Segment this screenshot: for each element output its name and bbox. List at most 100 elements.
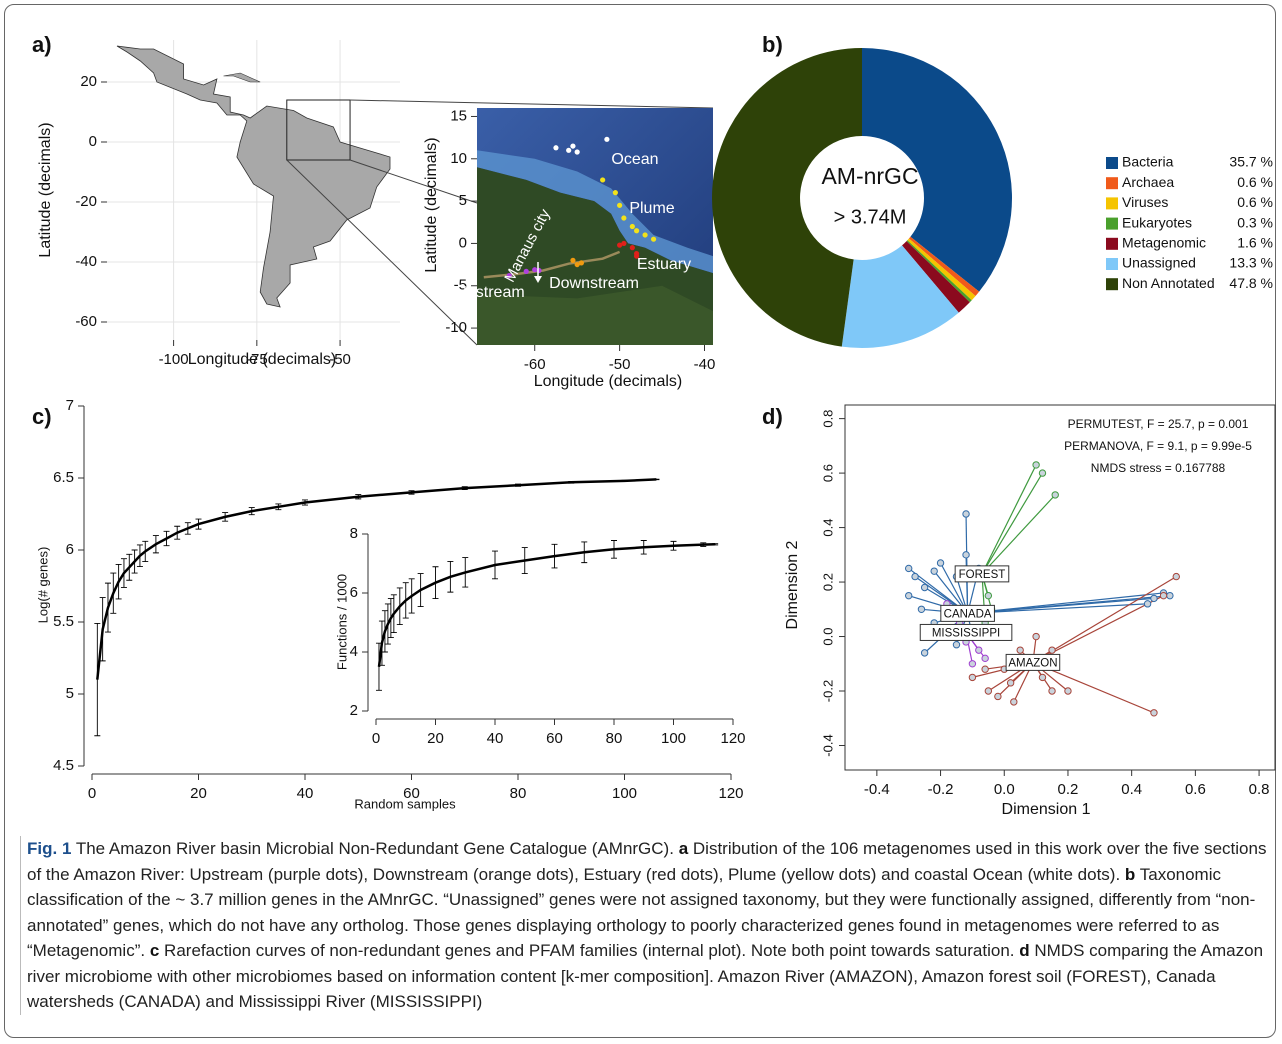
curve (379, 544, 715, 667)
x-tick-label: -0.4 (864, 781, 890, 798)
region-label: Estuary (637, 256, 691, 273)
point (1167, 592, 1173, 598)
x-tick-label: 20 (190, 785, 207, 802)
legend-swatch (1106, 258, 1118, 270)
y-tick-label: 7 (66, 397, 74, 414)
x-tick-label: -40 (694, 356, 716, 373)
caption-letter: d (1019, 941, 1029, 960)
point (1011, 699, 1017, 705)
sample-dot (634, 228, 639, 233)
center-label: AM-nrGC (821, 163, 918, 189)
y-tick-label: 15 (450, 107, 467, 124)
point (963, 511, 969, 517)
sample-dot (600, 177, 605, 182)
y-tick-label: 10 (450, 150, 467, 167)
point (1173, 573, 1179, 579)
y-tick-label: 8 (350, 525, 358, 542)
figure: a)-100-75-50200-20-40-60Longitude (decim… (0, 0, 1282, 830)
legend-label: Viruses (1122, 194, 1168, 210)
y-axis-label: Dimension 2 (784, 540, 801, 629)
value-label: 47.8 % (1229, 275, 1273, 291)
point (1151, 595, 1157, 601)
y-tick-label: 0 (89, 133, 97, 150)
point (985, 592, 991, 598)
point (1007, 680, 1013, 686)
legend-label: Metagenomic (1122, 235, 1206, 251)
value-label: 35.7 % (1229, 154, 1273, 170)
caption-letter: a (679, 839, 688, 858)
y-axis-label: Latitude (decimals) (423, 137, 440, 272)
value-label: 0.6 % (1237, 174, 1273, 190)
y-tick-label: 0.0 (820, 627, 835, 645)
y-tick-label: 0.2 (820, 573, 835, 591)
point (985, 688, 991, 694)
point (982, 655, 988, 661)
group-label: FOREST (959, 569, 1006, 581)
point (995, 693, 1001, 699)
legend-swatch (1106, 238, 1118, 250)
point (937, 560, 943, 566)
sample-dot (621, 215, 626, 220)
y-tick-label: -0.2 (820, 680, 835, 702)
x-tick-label: 40 (297, 785, 314, 802)
sample-dot (642, 232, 647, 237)
value-label: 13.3 % (1229, 255, 1273, 271)
point (931, 568, 937, 574)
legend-label: Archaea (1122, 174, 1174, 190)
y-axis-label: Log(# genes) (35, 547, 50, 624)
x-tick-label: -100 (159, 351, 189, 368)
point (1039, 674, 1045, 680)
y-tick-label: 5 (66, 685, 74, 702)
x-tick-label: 60 (546, 730, 563, 747)
point (921, 650, 927, 656)
sample-dot (570, 143, 575, 148)
x-tick-label: 0.0 (994, 781, 1015, 798)
sample-dot (621, 241, 626, 246)
center-label: > 3.74M (834, 206, 907, 228)
x-tick-label: 80 (606, 730, 623, 747)
point (906, 592, 912, 598)
legend-label: Non Annotated (1122, 275, 1215, 291)
x-tick-label: 120 (718, 785, 743, 802)
land (117, 46, 390, 307)
point (1160, 592, 1166, 598)
x-tick-label: 0 (372, 730, 380, 747)
x-tick-label: 0.8 (1249, 781, 1270, 798)
sample-dot (575, 149, 580, 154)
y-tick-label: 0.8 (820, 410, 835, 428)
sample-dot (579, 260, 584, 265)
annotation: NMDS stress = 0.167788 (1091, 461, 1226, 475)
region-label: Upstream (455, 284, 524, 301)
spoke (982, 495, 1055, 574)
point (1065, 688, 1071, 694)
legend-swatch (1106, 197, 1118, 209)
value-label: 1.6 % (1237, 235, 1273, 251)
sample-dot (630, 224, 635, 229)
x-tick-label: -0.2 (928, 781, 954, 798)
y-tick-label: -60 (75, 313, 97, 330)
y-tick-label: 0 (459, 234, 467, 251)
caption-letter: b (1125, 865, 1135, 884)
point (1151, 710, 1157, 716)
figure-label: Fig. 1 (27, 839, 71, 858)
point (1049, 647, 1055, 653)
legend-swatch (1106, 177, 1118, 189)
y-axis-label: Functions / 1000 (334, 574, 349, 670)
sample-dot (566, 148, 571, 153)
sample-dot (604, 137, 609, 142)
x-axis-label: Dimension 1 (1002, 801, 1091, 818)
y-tick-label: 4.5 (53, 757, 74, 774)
y-tick-label: 4 (350, 643, 358, 660)
sample-dot (630, 245, 635, 250)
spoke (982, 473, 1043, 574)
sample-dot (617, 203, 622, 208)
x-tick-label: 0.6 (1185, 781, 1206, 798)
point (1033, 633, 1039, 639)
legend-label: Bacteria (1122, 154, 1174, 170)
point (921, 584, 927, 590)
y-tick-label: 5 (459, 192, 467, 209)
point (969, 661, 975, 667)
curve (97, 479, 656, 679)
y-tick-label: 20 (80, 73, 97, 90)
annotation: PERMANOVA, F = 9.1, p = 9.99e-5 (1064, 439, 1252, 453)
